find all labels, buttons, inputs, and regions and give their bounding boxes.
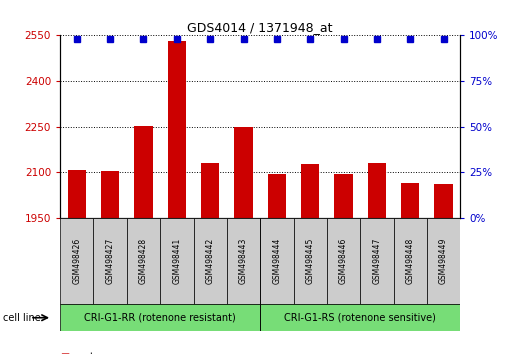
Bar bbox=[327, 218, 360, 304]
Text: GSM498449: GSM498449 bbox=[439, 238, 448, 284]
Bar bbox=[293, 218, 327, 304]
Bar bbox=[394, 218, 427, 304]
Bar bbox=[334, 174, 353, 218]
Bar bbox=[301, 164, 320, 218]
Text: count: count bbox=[60, 352, 94, 354]
Text: GSM498428: GSM498428 bbox=[139, 238, 148, 284]
Bar bbox=[201, 163, 219, 218]
Bar bbox=[160, 218, 194, 304]
Bar bbox=[260, 304, 460, 331]
Bar bbox=[234, 127, 253, 218]
Bar bbox=[360, 218, 393, 304]
Bar bbox=[134, 126, 153, 218]
Bar bbox=[60, 218, 94, 304]
Text: CRI-G1-RR (rotenone resistant): CRI-G1-RR (rotenone resistant) bbox=[84, 313, 236, 323]
Text: ■: ■ bbox=[60, 352, 70, 354]
Text: GSM498448: GSM498448 bbox=[406, 238, 415, 284]
Bar bbox=[260, 218, 293, 304]
Bar bbox=[401, 183, 419, 218]
Bar bbox=[101, 171, 119, 218]
Bar bbox=[127, 218, 160, 304]
Text: GSM498445: GSM498445 bbox=[306, 238, 315, 284]
Bar bbox=[368, 163, 386, 218]
Bar bbox=[227, 218, 260, 304]
Text: GSM498441: GSM498441 bbox=[173, 238, 181, 284]
Text: GSM498443: GSM498443 bbox=[239, 238, 248, 284]
Title: GDS4014 / 1371948_at: GDS4014 / 1371948_at bbox=[187, 21, 333, 34]
Bar bbox=[94, 218, 127, 304]
Bar bbox=[427, 218, 460, 304]
Bar bbox=[60, 304, 260, 331]
Text: GSM498444: GSM498444 bbox=[272, 238, 281, 284]
Text: GSM498427: GSM498427 bbox=[106, 238, 115, 284]
Text: GSM498447: GSM498447 bbox=[372, 238, 381, 284]
Bar bbox=[168, 41, 186, 218]
Text: CRI-G1-RS (rotenone sensitive): CRI-G1-RS (rotenone sensitive) bbox=[285, 313, 436, 323]
Bar bbox=[67, 170, 86, 218]
Bar bbox=[435, 184, 453, 218]
Text: GSM498426: GSM498426 bbox=[72, 238, 81, 284]
Bar bbox=[194, 218, 227, 304]
Bar bbox=[268, 174, 286, 218]
Text: cell line: cell line bbox=[3, 313, 40, 323]
Text: GSM498442: GSM498442 bbox=[206, 238, 214, 284]
Text: GSM498446: GSM498446 bbox=[339, 238, 348, 284]
